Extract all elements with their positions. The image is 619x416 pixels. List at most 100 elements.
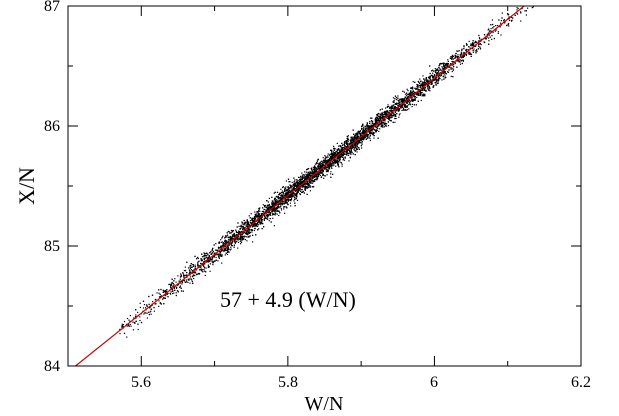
scatter-point <box>392 101 394 103</box>
scatter-point <box>488 40 490 42</box>
scatter-point <box>503 18 505 21</box>
scatter-point <box>406 109 408 111</box>
scatter-point <box>531 3 532 4</box>
scatter-point <box>228 248 230 251</box>
scatter-point <box>324 155 326 157</box>
scatter-point <box>470 43 472 45</box>
scatter-point <box>285 180 287 182</box>
scatter-point <box>276 191 279 193</box>
scatter-point <box>302 176 304 178</box>
scatter-point <box>305 188 307 190</box>
scatter-point <box>380 112 382 114</box>
scatter-point <box>240 224 242 226</box>
scatter-point <box>304 182 306 184</box>
scatter-point <box>164 290 167 292</box>
scatter-point <box>371 130 373 132</box>
scatter-point <box>205 256 207 259</box>
scatter-point <box>244 239 246 241</box>
scatter-point <box>307 185 309 187</box>
scatter-point <box>391 110 393 112</box>
scatter-point <box>171 282 173 284</box>
scatter-point <box>474 45 476 47</box>
scatter-point <box>246 225 248 227</box>
scatter-point <box>188 279 190 281</box>
scatter-point <box>456 56 458 58</box>
scatter-point <box>500 22 502 24</box>
scatter-point <box>329 153 331 155</box>
scatter-point <box>185 270 187 272</box>
scatter-point <box>232 230 234 232</box>
scatter-point <box>376 121 378 123</box>
scatter-point <box>160 303 162 305</box>
scatter-point <box>361 147 363 149</box>
scatter-point <box>516 12 518 14</box>
scatter-point <box>416 94 418 96</box>
scatter-point <box>315 175 317 177</box>
scatter-point <box>337 157 339 159</box>
scatter-point <box>360 135 362 137</box>
scatter-point <box>367 134 369 136</box>
scatter-point <box>158 292 160 294</box>
scatter-point <box>148 311 150 313</box>
scatter-point <box>374 130 377 132</box>
scatter-point <box>286 194 288 196</box>
scatter-point <box>412 98 414 101</box>
scatter-point <box>268 197 270 199</box>
scatter-point <box>179 285 182 287</box>
scatter-point <box>396 103 398 105</box>
scatter-point <box>528 1 529 2</box>
scatter-point <box>259 210 261 212</box>
scatter-point <box>323 175 325 177</box>
scatter-point <box>435 79 437 81</box>
scatter-point <box>332 153 334 155</box>
scatter-point <box>438 67 440 69</box>
scatter-point <box>387 121 389 123</box>
scatter-point <box>291 186 293 188</box>
scatter-point <box>371 128 373 130</box>
scatter-point <box>532 6 534 8</box>
scatter-point <box>377 112 380 115</box>
scatter-point <box>238 238 240 240</box>
scatter-point <box>382 111 384 113</box>
scatter-point <box>218 251 220 253</box>
scatter-point <box>339 159 341 162</box>
scatter-point <box>245 225 247 227</box>
scatter-point <box>366 122 368 124</box>
scatter-point <box>497 31 499 33</box>
scatter-point <box>266 208 268 210</box>
scatter-point <box>447 64 449 66</box>
scatter-point <box>422 82 424 84</box>
scatter-point <box>237 241 240 243</box>
scatter-point <box>387 113 389 115</box>
scatter-point <box>239 240 241 242</box>
scatter-point <box>387 125 390 127</box>
scatter-point <box>331 158 333 160</box>
scatter-point <box>411 100 413 102</box>
scatter-point <box>469 47 471 49</box>
scatter-point <box>334 152 336 154</box>
scatter-point <box>423 84 425 86</box>
scatter-point <box>369 125 371 127</box>
scatter-point <box>335 158 337 160</box>
scatter-point <box>410 90 412 93</box>
scatter-point <box>309 181 312 183</box>
scatter-point <box>285 191 287 193</box>
scatter-point <box>268 220 270 222</box>
scatter-point <box>239 238 241 240</box>
scatter-point <box>246 224 248 226</box>
scatter-point <box>454 62 456 64</box>
scatter-point <box>340 147 342 149</box>
scatter-point <box>139 302 141 304</box>
scatter-point <box>296 199 299 201</box>
scatter-point <box>203 268 205 271</box>
scatter-point <box>372 122 374 124</box>
scatter-point <box>322 162 324 164</box>
scatter-point <box>409 100 412 102</box>
scatter-point <box>413 99 415 101</box>
scatter-point <box>356 132 358 134</box>
scatter-point <box>422 93 424 95</box>
scatter-point <box>274 200 276 202</box>
scatter-point <box>312 173 314 175</box>
scatter-point <box>372 131 374 133</box>
scatter-point <box>369 139 371 142</box>
